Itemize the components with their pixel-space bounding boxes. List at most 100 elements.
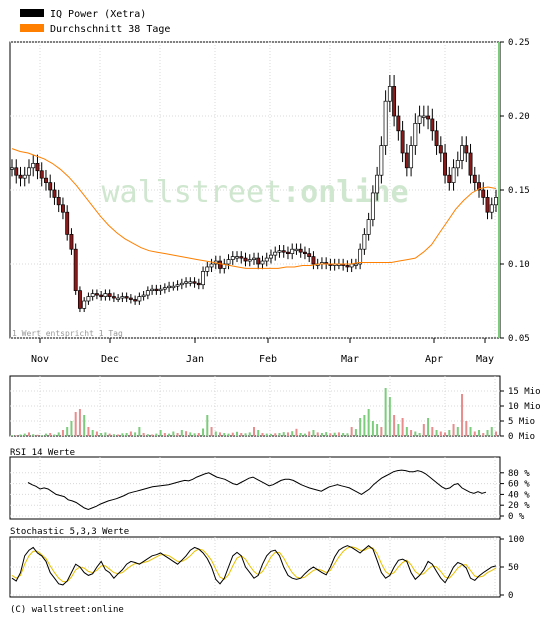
volume-bar [202,428,205,436]
volume-y-tick-label: 15 Mio [508,387,541,397]
volume-bar [431,427,434,436]
volume-bar [138,427,141,436]
volume-bar [405,427,408,436]
volume-bar [337,432,340,436]
month-label: Jan [186,354,204,365]
volume-bar [244,433,247,436]
volume-bar [214,431,217,436]
volume-bar [125,433,128,436]
volume-bar [159,430,162,436]
candle-body [302,251,307,255]
volume-bar [180,430,183,436]
month-label: Apr [425,354,443,365]
volume-bar [19,434,22,436]
price-y-axis: 0.25 0.20 0.15 0.10 0.05 [500,38,530,344]
candle-body [260,260,265,265]
month-label: Feb [259,354,277,365]
average-line [11,148,497,269]
candle-body [120,296,125,299]
volume-bar [397,424,400,436]
rsi-y-tick-label: 20 % [508,501,530,511]
candle-body [39,170,44,179]
candle-body [426,115,431,120]
candle-body [90,293,95,297]
rsi-y-tick-label: 60 % [508,480,530,490]
candle-body [447,174,452,183]
volume-bar [371,421,374,436]
rsi-y-axis: 80 %60 %40 %20 %0 % [500,469,530,522]
candle-body [430,118,435,132]
stochastic-d-line [11,546,497,583]
candle-body [52,189,57,198]
candle-body [65,211,70,235]
volume-bar [95,431,98,436]
volume-bar [495,431,497,436]
volume-bar [410,430,413,436]
volume-bar [185,431,188,436]
volume-bar [350,427,353,436]
volume-bar [36,434,39,436]
volume-bar [129,431,132,436]
price-y-tick-label: 0.05 [508,334,530,344]
volume-bar [219,432,222,436]
volume-bar [142,433,145,436]
candle-body [485,197,490,213]
volume-bar [61,430,64,436]
candle-body [133,299,138,302]
volume-bar [282,432,285,436]
stochastic-y-tick-label: 100 [508,535,524,545]
volume-bar [117,434,120,436]
candle-body [400,130,405,154]
candle-body [82,300,87,309]
candle-body [48,182,53,191]
candle-body [455,160,460,169]
volume-bar [278,433,281,436]
volume-bar [414,431,417,436]
candle-body [145,290,150,296]
volume-bar [146,434,149,436]
volume-bar [248,432,251,436]
candle-body [179,282,184,286]
candle-body [345,265,350,268]
candle-body [247,259,252,262]
month-label: May [476,354,494,365]
candle-body [196,282,201,286]
price-candles [10,75,498,313]
stochastic-y-tick-label: 0 [508,591,513,601]
volume-bar [265,433,268,436]
volume-bar [376,424,379,436]
volume-bar [121,433,124,436]
volume-bar [163,433,166,436]
candle-body [370,192,375,220]
volume-bar [227,433,230,436]
candle-body [375,174,380,194]
candle-body [307,253,312,257]
candle-body [31,163,36,169]
stochastic-y-tick-label: 50 [508,563,519,573]
volume-bar [15,435,18,436]
candle-body [362,234,367,250]
volume-bar [134,432,137,436]
price-y-tick-label: 0.25 [508,38,530,48]
candle-body [56,197,61,206]
volume-bar [112,434,115,436]
volume-bar [168,433,171,436]
volume-bar [354,429,357,436]
volume-bar [363,415,366,436]
volume-bar [439,431,442,436]
volume-bar [32,434,35,436]
volume-bars [11,388,497,436]
watermark-wallstreet: wallstreet [101,175,282,210]
month-label: Nov [31,354,49,365]
candle-body [162,287,167,290]
volume-bar [261,433,264,436]
volume-y-tick-label: 5 Mio [508,417,535,427]
volume-bar [316,432,319,436]
volume-bar [44,433,47,436]
volume-bar [87,427,90,436]
candle-body [141,294,146,297]
candle-body [269,254,273,259]
candle-body [218,260,222,269]
candle-body [226,259,231,265]
